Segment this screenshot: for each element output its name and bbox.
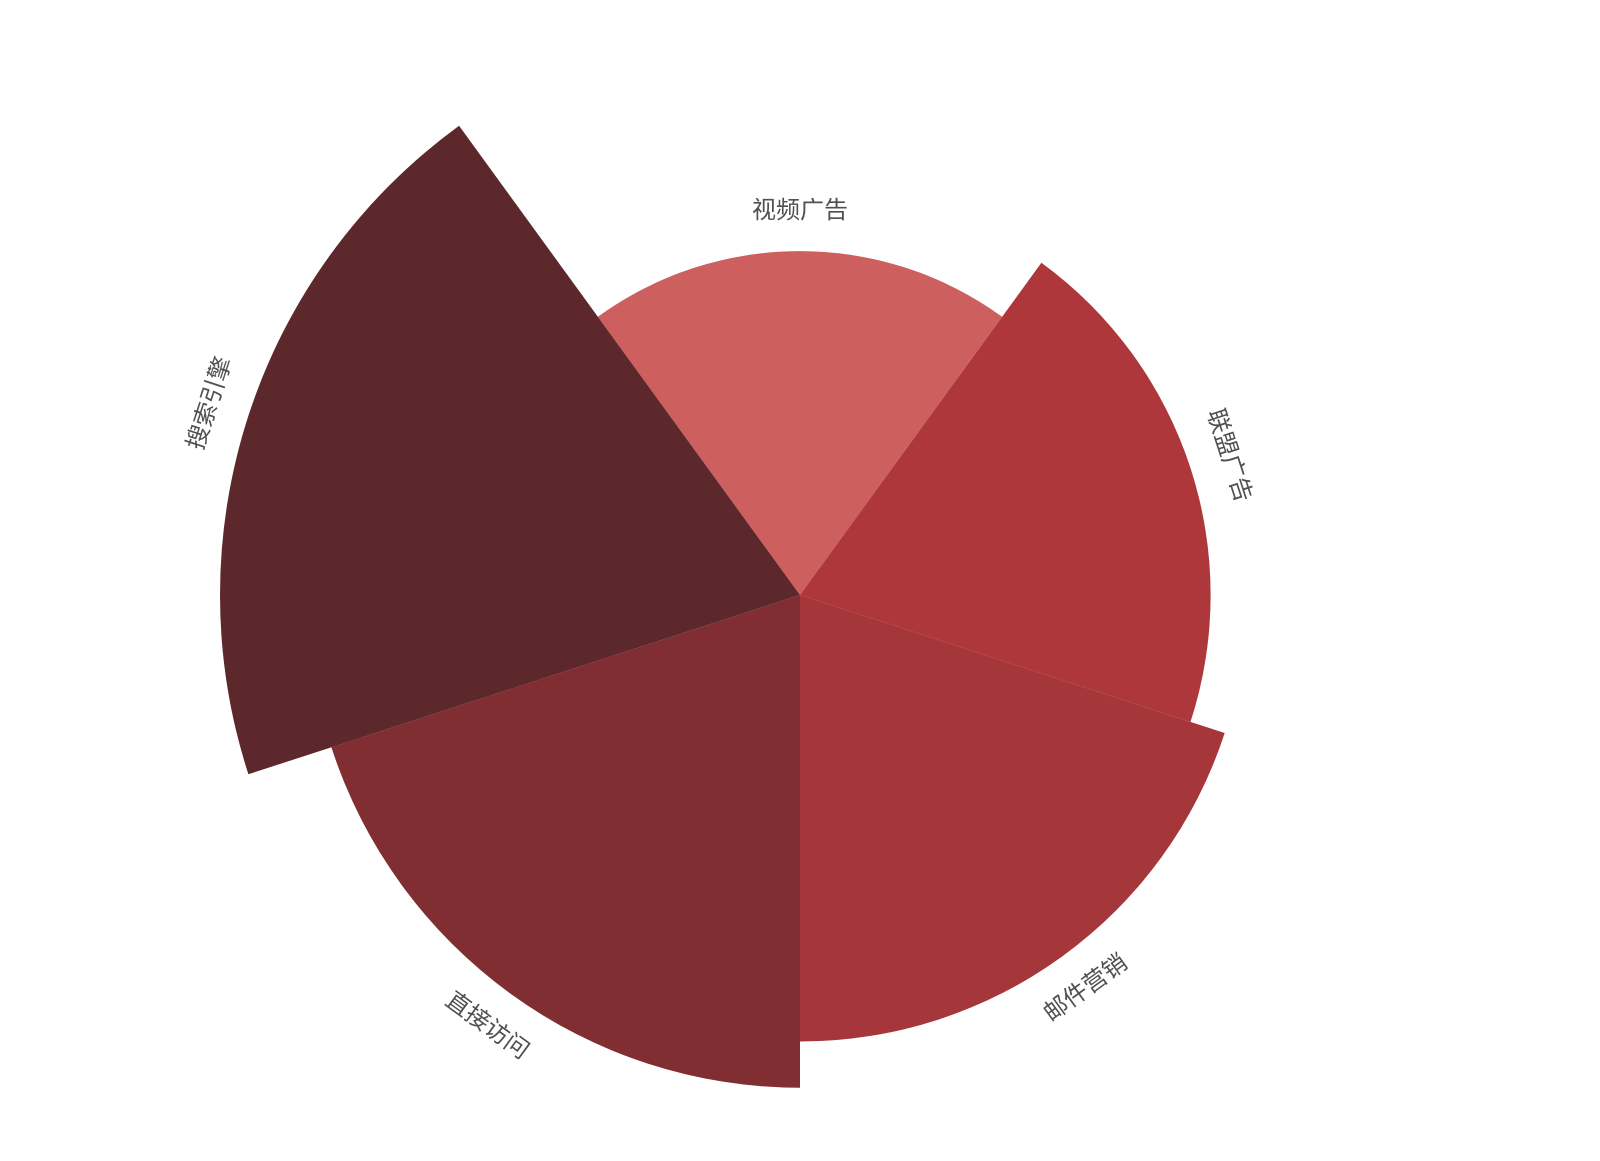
rose-slice-3[interactable]: [800, 595, 1225, 1042]
rose-slice-2[interactable]: [800, 262, 1211, 722]
rose-slice-1[interactable]: [597, 251, 1003, 596]
rose-label-5: 搜索引擎: [181, 353, 237, 453]
rose-slice-4[interactable]: [331, 595, 800, 1088]
rose-label-2: 联盟广告: [1201, 405, 1257, 505]
rose-label-1: 视频广告: [752, 196, 848, 224]
rose-slice-5[interactable]: [220, 125, 800, 775]
rose-slices: [220, 125, 1225, 1088]
